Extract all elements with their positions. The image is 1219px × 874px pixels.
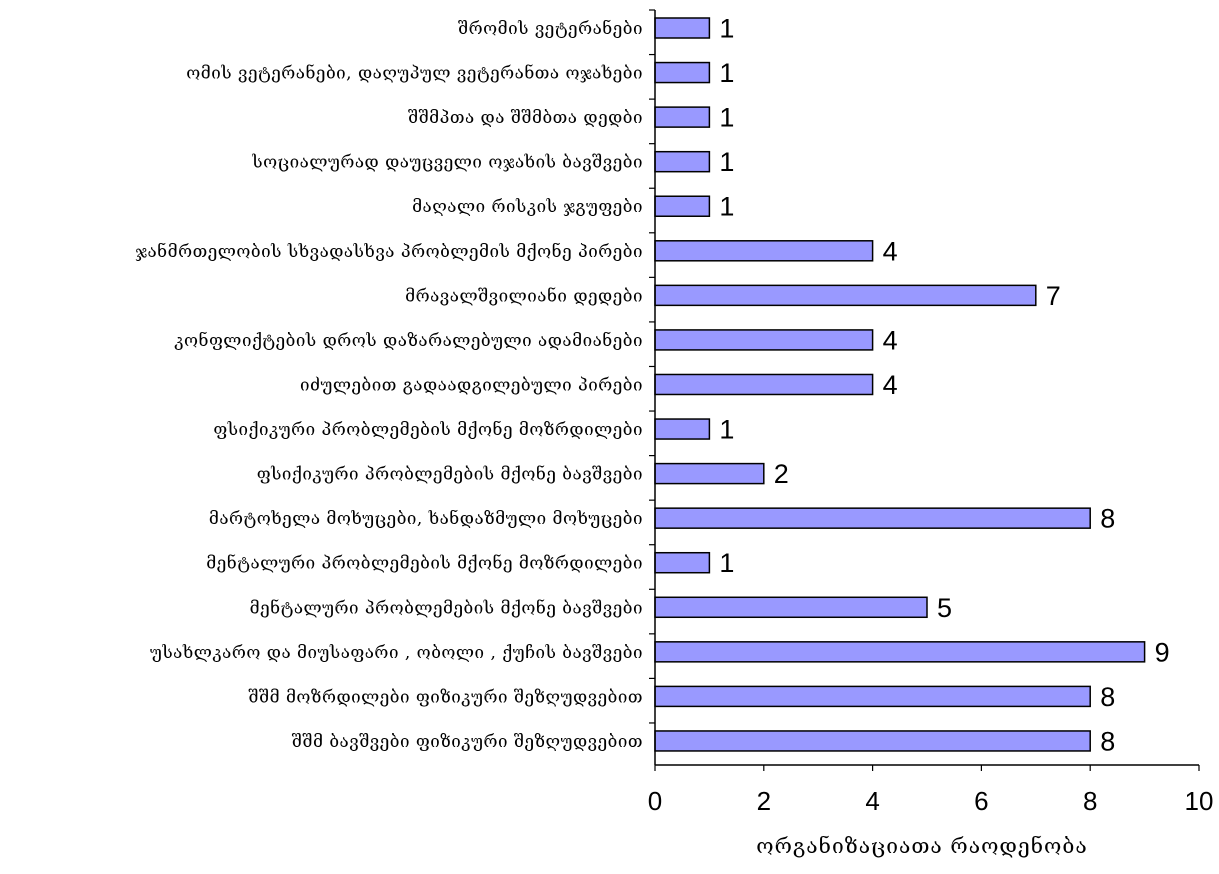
bar [654,61,711,84]
data-label: 4 [883,236,898,266]
x-axis-title: ორგანიზაციათა რაოდენობა [756,834,1087,858]
x-tick-label: 6 [974,786,988,816]
category-label: შშმ ბავშვები ფიზიკური შეზღუდვებით [292,732,643,752]
category-label: მენტალური პრობლემების მქონე ბავშვები [250,598,643,618]
category-label: კონფლიქტების დროს დაზარალებული ადამიანებ… [174,331,643,351]
bar [654,240,874,262]
category-label: უსახლკარო და მიუსაფარი , ობოლი , ქუჩის ბ… [150,643,643,663]
category-label: ომის ვეტერანები, დაღუპულ ვეტერანთა ოჯახე… [186,64,643,84]
x-tick-label: 10 [1185,786,1214,816]
bar [654,373,874,396]
bar [654,685,1091,708]
bar [654,596,928,619]
data-label: 8 [1100,682,1115,712]
bar [654,507,1091,529]
bar [654,150,711,173]
bar [654,106,711,128]
bar [654,284,1037,307]
category-label: მაღალი რისკის ჯგუფები [412,197,643,217]
category-label: მრავალშვილიანი დედები [405,286,643,306]
category-label: მარტოხელა მოხუცები, ხანდაზმული მოხუცები [209,509,643,529]
data-label: 1 [719,192,734,222]
data-label: 4 [883,325,898,355]
bar [654,730,1091,752]
data-label: 4 [883,370,898,400]
bar [654,17,711,39]
data-label: 1 [719,58,734,88]
x-tick-label: 2 [757,786,771,816]
data-label: 2 [774,459,789,489]
data-label: 9 [1155,637,1170,667]
category-label: ჯანმრთელობის სხვადასხვა პრობლემის მქონე … [135,242,643,262]
bar [654,195,711,217]
category-label: ფსიქიკური პრობლემების მქონე მოზრდილები [213,420,643,440]
bar [654,329,874,351]
category-label: იძულებით გადაადგილებული პირები [300,375,643,395]
category-label: შშმ მოზრდილები ფიზიკური შეზღუდვებით [248,687,643,707]
bar [654,551,711,574]
x-tick-label: 8 [1083,786,1097,816]
category-label: მენტალური პრობლემების მქონე მოზრდილები [206,554,643,574]
bar [654,418,711,440]
bar [654,462,765,485]
data-label: 7 [1046,281,1061,311]
labels: 0 2 4 6 8 10 1 შრომის ვეტერანები 1 ომის ვეტერანებ… [135,14,1213,817]
category-label: სოციალურად დაუცველი ოჯახის ბავშვები [251,153,643,173]
x-tick-label: 0 [648,786,662,816]
category-label: ფსიქიკური პრობლემების მქონე ბავშვები [257,465,643,485]
data-label: 8 [1100,504,1115,534]
axes [649,9,1200,771]
x-tick-label: 4 [865,786,879,816]
data-label: 5 [937,593,952,623]
data-label: 1 [719,548,734,578]
data-label: 1 [719,103,734,133]
data-label: 1 [719,147,734,177]
data-label: 1 [719,14,734,44]
data-label: 8 [1100,726,1115,756]
category-label: შშმპთა და შშმბთა დედბი [408,108,643,128]
bar [654,641,1146,663]
data-label: 1 [719,415,734,445]
category-label: შრომის ვეტერანები [458,19,643,39]
